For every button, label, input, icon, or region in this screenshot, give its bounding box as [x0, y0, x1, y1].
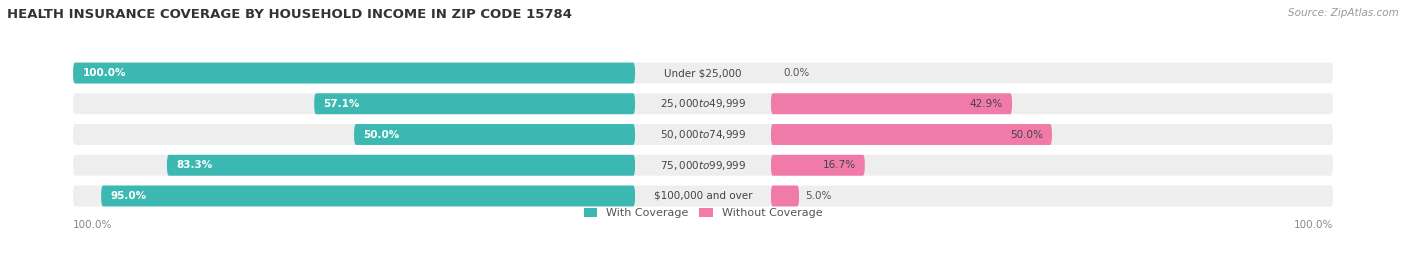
Text: 100.0%: 100.0% [73, 220, 112, 230]
FancyBboxPatch shape [73, 63, 1333, 83]
Text: 50.0%: 50.0% [363, 129, 399, 140]
Legend: With Coverage, Without Coverage: With Coverage, Without Coverage [583, 208, 823, 218]
FancyBboxPatch shape [73, 93, 1333, 114]
FancyBboxPatch shape [73, 63, 636, 83]
FancyBboxPatch shape [770, 124, 1052, 145]
Text: 42.9%: 42.9% [970, 99, 1002, 109]
FancyBboxPatch shape [73, 124, 1333, 145]
FancyBboxPatch shape [770, 186, 799, 206]
Text: Under $25,000: Under $25,000 [664, 68, 742, 78]
FancyBboxPatch shape [101, 186, 636, 206]
Text: $100,000 and over: $100,000 and over [654, 191, 752, 201]
FancyBboxPatch shape [167, 155, 636, 176]
Text: 100.0%: 100.0% [83, 68, 125, 78]
Text: 5.0%: 5.0% [806, 191, 831, 201]
Text: $50,000 to $74,999: $50,000 to $74,999 [659, 128, 747, 141]
Text: 0.0%: 0.0% [783, 68, 810, 78]
FancyBboxPatch shape [354, 124, 636, 145]
FancyBboxPatch shape [770, 93, 1012, 114]
FancyBboxPatch shape [73, 155, 1333, 176]
FancyBboxPatch shape [770, 155, 865, 176]
FancyBboxPatch shape [314, 93, 636, 114]
Text: $25,000 to $49,999: $25,000 to $49,999 [659, 97, 747, 110]
Text: HEALTH INSURANCE COVERAGE BY HOUSEHOLD INCOME IN ZIP CODE 15784: HEALTH INSURANCE COVERAGE BY HOUSEHOLD I… [7, 8, 572, 21]
Text: 16.7%: 16.7% [823, 160, 855, 170]
Text: 83.3%: 83.3% [176, 160, 212, 170]
Text: 100.0%: 100.0% [1294, 220, 1333, 230]
Text: 50.0%: 50.0% [1010, 129, 1043, 140]
Text: 57.1%: 57.1% [323, 99, 360, 109]
Text: $75,000 to $99,999: $75,000 to $99,999 [659, 159, 747, 172]
Text: 95.0%: 95.0% [111, 191, 146, 201]
FancyBboxPatch shape [73, 186, 1333, 206]
Text: Source: ZipAtlas.com: Source: ZipAtlas.com [1288, 8, 1399, 18]
